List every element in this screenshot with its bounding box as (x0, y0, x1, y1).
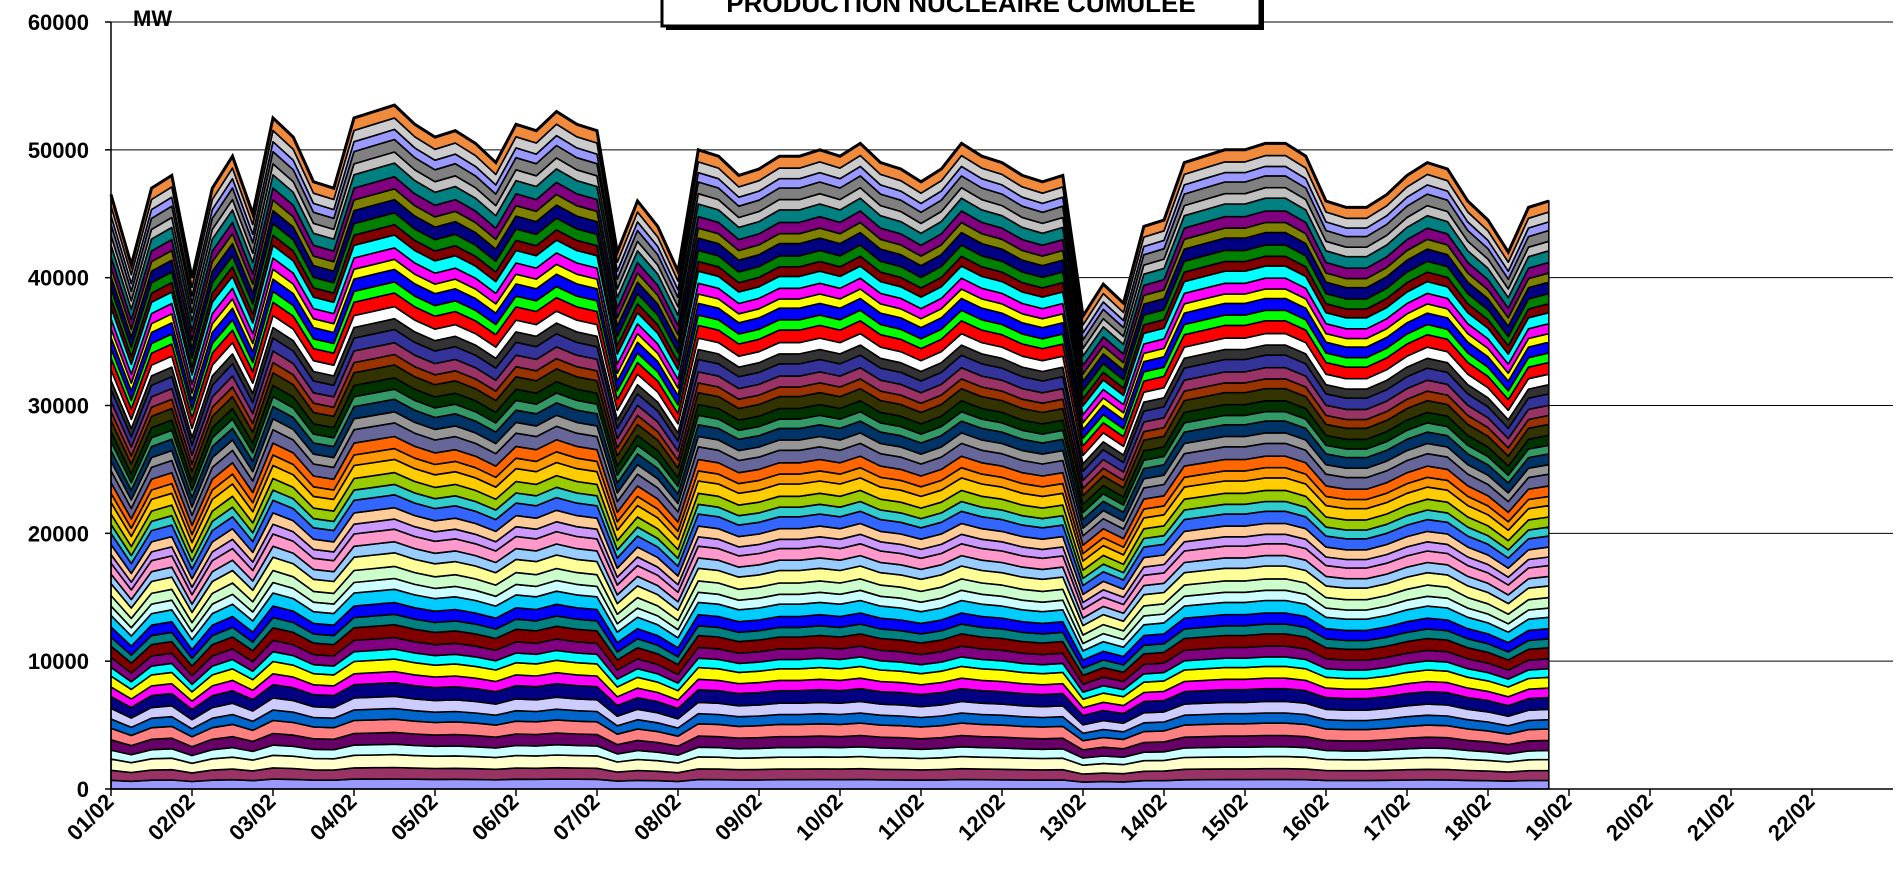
x-tick-label: 04/02 (305, 789, 362, 846)
x-tick-label: 16/02 (1277, 789, 1334, 846)
y-unit-label: MW (133, 6, 172, 31)
x-tick-label: 15/02 (1196, 789, 1253, 846)
y-tick-label: 50000 (28, 138, 89, 163)
x-tick-label: 01/02 (62, 789, 119, 846)
y-tick-label: 40000 (28, 266, 89, 291)
x-tick-label: 20/02 (1601, 789, 1658, 846)
x-tick-label: 10/02 (791, 789, 848, 846)
x-tick-label: 13/02 (1034, 789, 1091, 846)
chart-title-box: PRODUCTION NUCLEAIRE CUMULEE (660, 0, 1264, 30)
y-tick-label: 10000 (28, 649, 89, 674)
x-tick-label: 03/02 (224, 789, 281, 846)
x-tick-label: 14/02 (1115, 789, 1172, 846)
y-tick-label: 0 (77, 777, 89, 802)
x-tick-label: 21/02 (1682, 789, 1739, 846)
x-tick-label: 18/02 (1439, 789, 1496, 846)
x-tick-label: 17/02 (1358, 789, 1415, 846)
y-tick-label: 30000 (28, 394, 89, 419)
x-tick-label: 09/02 (710, 789, 767, 846)
x-tick-label: 06/02 (467, 789, 524, 846)
chart-title: PRODUCTION NUCLEAIRE CUMULEE (726, 0, 1195, 18)
y-tick-labels: 0 10000 20000 30000 40000 50000 60000 (28, 10, 111, 802)
x-tick-label: 12/02 (953, 789, 1010, 846)
x-tick-label: 07/02 (548, 789, 605, 846)
y-tick-label: 20000 (28, 521, 89, 546)
x-tick-label: 22/02 (1763, 789, 1820, 846)
y-tick-label: 60000 (28, 10, 89, 35)
x-tick-label: 19/02 (1520, 789, 1577, 846)
total-line (109, 103, 1550, 321)
series-areas (109, 103, 1550, 790)
x-tick-label: 08/02 (629, 789, 686, 846)
x-tick-labels: 01/02 02/02 03/02 04/02 05/02 06/02 07/02 08/02… (62, 789, 1820, 846)
x-tick-label: 11/02 (873, 789, 929, 845)
x-tick-label: 02/02 (143, 789, 200, 846)
x-tick-label: 05/02 (386, 789, 443, 846)
